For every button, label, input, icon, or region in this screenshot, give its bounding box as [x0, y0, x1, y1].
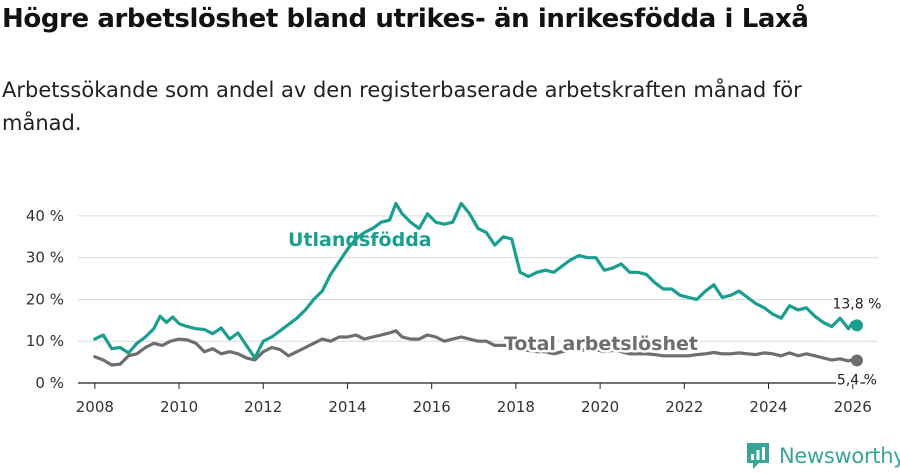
- x-tick-label: 2014: [328, 398, 366, 416]
- y-tick-label: 20 %: [26, 290, 64, 308]
- x-tick-label: 2018: [497, 398, 535, 416]
- x-tick-label: 2016: [413, 398, 451, 416]
- x-tick-label: 2022: [665, 398, 703, 416]
- x-tick-label: 2010: [160, 398, 198, 416]
- series-line-total: [93, 329, 859, 367]
- series: [93, 201, 863, 367]
- y-tick-label: 10 %: [26, 332, 64, 350]
- x-tick-label: 2024: [749, 398, 787, 416]
- newsworthy-logo-text: Newsworthy: [779, 444, 900, 468]
- x-tick-label: 2026: [834, 398, 872, 416]
- grid-lines: [78, 215, 878, 342]
- axes: 0 % 10 % 20 % 30 % 40 % 2008 2010 2012 2014 2016 2…: [26, 207, 878, 416]
- x-tick-label: 2008: [76, 398, 114, 416]
- series-label-utlandsfodda: Utlandsfödda: [288, 229, 432, 251]
- x-tick-label: 2012: [244, 398, 282, 416]
- end-label-total: 5,4 %: [837, 372, 877, 388]
- series-end-point-utlandsfodda: [850, 319, 863, 332]
- chart-title: Högre arbetslöshet bland utrikes- än inr…: [2, 4, 809, 34]
- series-line-utlandsfodda: [93, 201, 859, 360]
- newsworthy-logo: Newsworthy: [745, 441, 900, 471]
- y-tick-label: 0 %: [35, 374, 64, 392]
- newsworthy-logo-icon: [747, 443, 769, 469]
- x-tick-label: 2020: [581, 398, 619, 416]
- y-tick-label: 30 %: [26, 249, 64, 267]
- series-end-point-total: [850, 354, 863, 367]
- series-label-total: Total arbetslöshet: [504, 333, 698, 355]
- y-tick-label: 40 %: [26, 207, 64, 225]
- labels: Utlandsfödda Total arbetslöshet 13,8 % 5,4 …: [288, 229, 883, 390]
- end-label-utlandsfodda: 13,8 %: [832, 296, 881, 312]
- chart-subtitle: Arbetssökande som andel av den registerb…: [2, 78, 802, 135]
